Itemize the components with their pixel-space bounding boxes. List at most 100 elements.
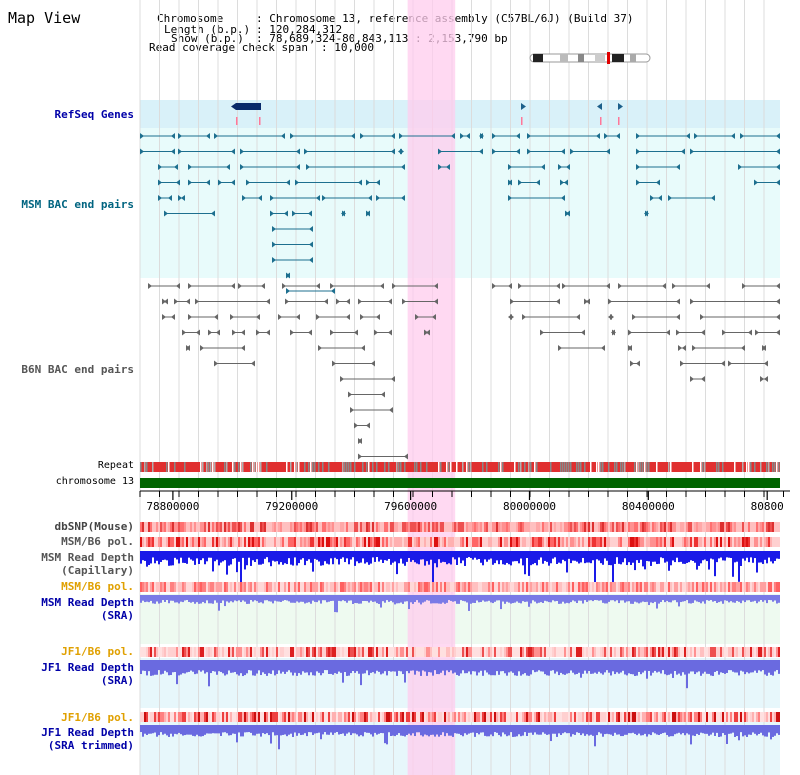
heat-cell — [316, 537, 318, 547]
heat-cell — [454, 647, 456, 657]
heat-cell — [450, 582, 452, 592]
chromosome-ideogram[interactable] — [529, 52, 651, 64]
depth-bar — [322, 595, 324, 601]
jf1-b6-pol-track[interactable] — [140, 647, 780, 657]
heat-cell — [726, 537, 728, 547]
jf1-b6-pol-track-2[interactable] — [140, 712, 780, 722]
repeat-track[interactable] — [140, 462, 780, 472]
dbsnp-track[interactable] — [140, 522, 780, 532]
msm-b6-pol-track-2[interactable] — [140, 582, 780, 592]
heat-cell — [710, 522, 712, 532]
depth-bar — [516, 725, 518, 737]
heat-cell — [278, 582, 280, 592]
depth-bar — [362, 595, 364, 601]
repeat-gap — [566, 462, 568, 472]
heat-cell — [280, 522, 282, 532]
heat-cell — [212, 537, 214, 547]
heat-cell — [650, 582, 652, 592]
repeat-gap — [298, 462, 300, 472]
heat-cell — [558, 647, 560, 657]
heat-cell — [144, 582, 146, 592]
heat-cell — [162, 522, 164, 532]
heat-cell — [482, 582, 484, 592]
depth-bar — [540, 551, 542, 558]
depth-bar — [282, 660, 284, 672]
heat-cell — [288, 647, 290, 657]
highlight-region[interactable] — [407, 0, 456, 775]
depth-bar — [200, 725, 202, 737]
depth-bar — [294, 595, 296, 603]
depth-bar — [340, 725, 342, 734]
heat-cell — [648, 582, 650, 592]
depth-bar — [710, 660, 712, 676]
heat-cell — [386, 647, 388, 657]
depth-bar — [620, 551, 622, 565]
heat-cell — [650, 647, 652, 657]
depth-bar — [258, 660, 260, 671]
heat-cell — [542, 712, 544, 722]
depth-bar — [744, 551, 746, 561]
refseq-genes[interactable] — [231, 103, 623, 125]
heat-cell — [216, 537, 218, 547]
msm-read-depth-capillary-track[interactable] — [140, 551, 780, 587]
axis-tick-label: 80000000 — [503, 500, 556, 513]
heat-cell — [232, 647, 234, 657]
heat-cell — [362, 647, 364, 657]
heat-cell — [704, 712, 706, 722]
depth-bar — [620, 595, 622, 601]
jf1-read-depth-trimmed-track[interactable] — [140, 725, 780, 750]
heat-cell — [670, 582, 672, 592]
heat-cell — [520, 582, 522, 592]
heat-cell — [660, 647, 662, 657]
repeat-gap — [668, 462, 670, 472]
bac-end-marker — [558, 164, 562, 170]
heat-cell — [532, 522, 534, 532]
heat-cell — [706, 647, 708, 657]
depth-bar — [492, 725, 494, 737]
depth-bar — [410, 551, 412, 562]
msm-b6-pol-track[interactable] — [140, 537, 780, 547]
heat-cell — [588, 712, 590, 722]
depth-bar — [616, 595, 618, 601]
depth-bar — [224, 595, 226, 607]
msm-read-depth-sra-track[interactable] — [140, 595, 780, 613]
depth-bar — [680, 595, 682, 603]
msm-bac-end-pairs[interactable] — [140, 133, 780, 294]
heat-cell — [486, 712, 488, 722]
heat-cell — [742, 522, 744, 532]
depth-bar — [658, 595, 660, 604]
heat-cell — [240, 537, 242, 547]
heat-cell — [738, 522, 740, 532]
jf1-read-depth-sra-track[interactable] — [140, 660, 780, 689]
depth-bar — [188, 551, 190, 558]
depth-bar — [310, 595, 312, 604]
heat-cell — [622, 712, 624, 722]
chromosome-bar[interactable] — [140, 478, 780, 488]
depth-bar — [674, 595, 676, 601]
repeat-gap — [314, 462, 316, 472]
heat-cell — [416, 712, 418, 722]
heat-cell — [394, 712, 396, 722]
depth-bar — [490, 725, 492, 735]
depth-bar — [724, 551, 726, 561]
repeat-gap — [608, 462, 610, 472]
depth-bar — [240, 725, 242, 737]
bac-end-marker — [296, 148, 300, 155]
heat-cell — [420, 647, 422, 657]
depth-bar — [732, 725, 734, 733]
heat-cell — [456, 712, 458, 722]
heat-cell — [322, 537, 324, 547]
depth-bar — [488, 725, 490, 737]
depth-bar — [546, 551, 548, 562]
b6n-bac-end-pairs[interactable] — [148, 283, 780, 460]
bac-end-marker — [401, 164, 405, 170]
depth-bar — [178, 660, 180, 676]
heat-cell — [710, 647, 712, 657]
depth-bar — [238, 595, 240, 601]
repeat-gap — [746, 462, 748, 472]
repeat-gap — [636, 462, 638, 472]
heat-cell — [472, 537, 474, 547]
heat-cell — [174, 537, 176, 547]
heat-cell — [626, 582, 628, 592]
bac-end-marker — [706, 283, 710, 289]
